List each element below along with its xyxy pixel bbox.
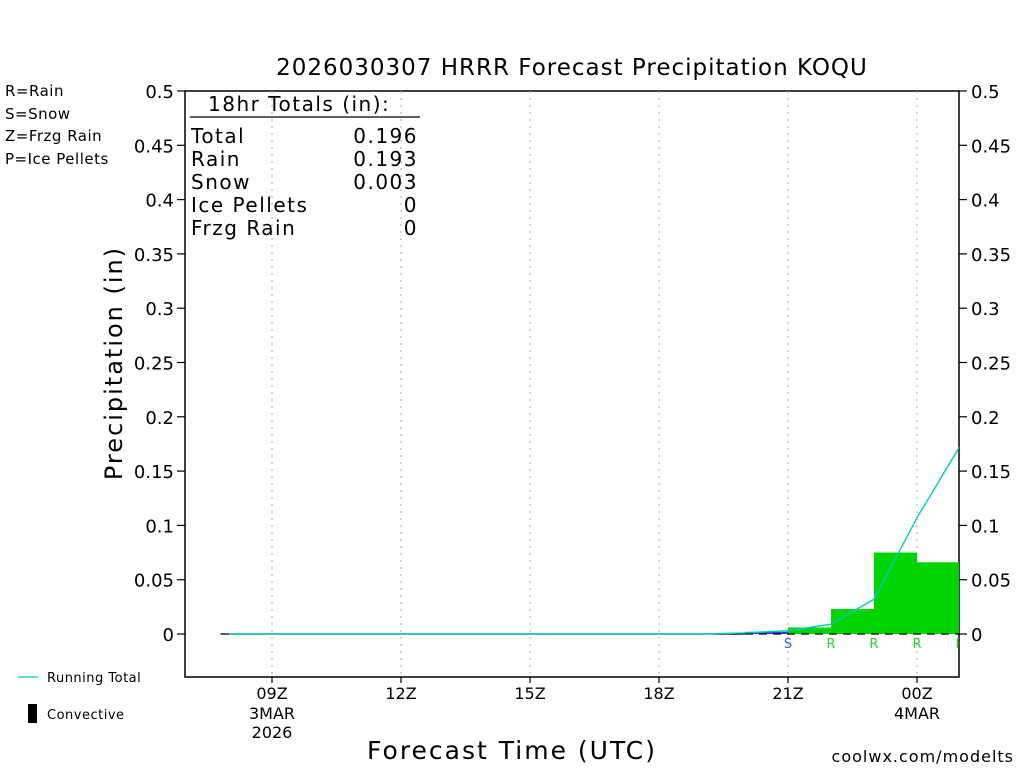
credit-text: coolwx.com/modelts [832,747,1014,766]
y-tick-label-left: 0.25 [134,354,174,375]
x-tick-label: 18Z [643,684,674,703]
y-tick-label-right: 0.1 [971,516,1000,537]
y-tick-label-right: 0 [971,625,982,646]
totals-box: 18hr Totals (in): Total 0.196 Rain 0.193… [190,92,420,240]
x-tick-date-label: 3MAR [249,704,295,723]
line-layer: SRRRRR [229,446,964,652]
precip-bar-snow [745,631,788,634]
convective-legend-swatch [28,704,37,723]
y-tick-label-right: 0.45 [971,136,1011,157]
y-axis-label: Precipitation (in) [100,246,128,480]
y-tick-label-right: 0.15 [971,462,1011,483]
y-tick-label-right: 0.2 [971,408,1000,429]
type-legend: R=Rain S=Snow Z=Frzg Rain P=Ice Pellets [5,82,109,168]
running-total-legend-label: Running Total [47,671,141,686]
running-total-line [229,446,959,635]
x-axis-label: Forecast Time (UTC) [367,736,657,765]
totals-label-snow: Snow [191,170,251,194]
y-tick-label-left: 0.05 [134,571,174,592]
y-tick-label-left: 0.1 [145,516,174,537]
x-tick-label: 21Z [772,684,803,703]
precip-type-marker: R [826,637,835,652]
totals-label-rain: Rain [191,147,241,171]
y-tick-label-right: 0.25 [971,354,1011,375]
precip-type-marker: R [912,637,921,652]
totals-label-ice-pellets: Ice Pellets [191,193,308,217]
totals-header: 18hr Totals (in): [208,92,390,116]
legend-ice-pellets: P=Ice Pellets [5,150,109,168]
precip-bar-rain [831,609,874,634]
convective-legend-label: Convective [47,708,125,723]
x-tick-label: 00Z [901,684,932,703]
y-tick-label-right: 0.5 [971,82,1000,103]
plot-frame [184,90,960,678]
x-tick-label: 15Z [514,684,545,703]
totals-value-total: 0.196 [353,124,418,148]
x-tick-label: 09Z [256,684,287,703]
series-legend: Running Total Convective [18,671,141,723]
y-tick-label-left: 0.15 [134,462,174,483]
y-tick-label-left: 0.4 [145,191,174,212]
y-tick-label-right: 0.4 [971,191,1000,212]
precip-bar-rain [788,627,831,634]
axis-layer: 0 00.05 0.050.1 0.10.15 0.150.2 0.20.25 0.250.… [134,82,1011,742]
x-tick-label: 12Z [385,684,416,703]
legend-snow: S=Snow [5,105,71,123]
y-tick-label-left: 0.2 [145,408,174,429]
legend-rain: R=Rain [5,82,64,100]
totals-value-ice-pellets: 0 [404,193,418,217]
y-tick-label-left: 0 [163,625,174,646]
y-tick-label-left: 0.5 [145,82,174,103]
precip-type-marker: R [869,637,878,652]
totals-value-frzg-rain: 0 [404,216,418,240]
bar-layer [220,552,959,635]
y-tick-label-left: 0.35 [134,245,174,266]
y-tick-label-left: 0.3 [145,299,174,320]
precip-bar-rain [874,552,917,634]
totals-label-frzg-rain: Frzg Rain [191,216,296,240]
y-tick-label-right: 0.05 [971,571,1011,592]
y-tick-label-right: 0.3 [971,299,1000,320]
totals-value-rain: 0.193 [353,147,418,171]
precip-type-marker: R [955,637,964,652]
totals-value-snow: 0.003 [353,170,418,194]
chart-title: 2026030307 HRRR Forecast Precipitation K… [276,55,868,81]
legend-frzg-rain: Z=Frzg Rain [5,127,102,145]
precip-bar-rain [917,562,959,634]
y-tick-label-left: 0.45 [134,136,174,157]
y-tick-label-right: 0.35 [971,245,1011,266]
x-tick-year-label: 2026 [252,723,293,742]
precip-type-marker: S [784,637,792,652]
x-tick-date-label: 4MAR [894,704,940,723]
totals-label-total: Total [190,124,245,148]
